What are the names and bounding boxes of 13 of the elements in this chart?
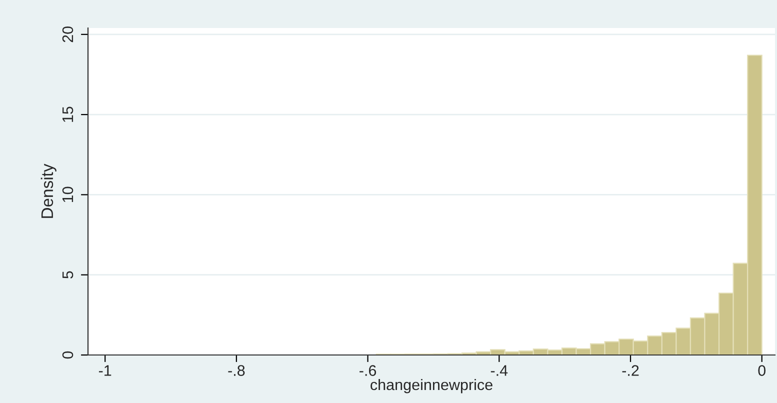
x-tick-label: -.2 [622, 365, 639, 376]
y-tick-label: 20 [62, 26, 74, 42]
x-tick-label: 0 [758, 365, 766, 376]
x-tick-label: -1 [98, 365, 112, 376]
y-axis-title: Density [40, 164, 56, 218]
y-tick-label: 10 [62, 186, 74, 202]
y-tick-label: 0 [62, 351, 74, 359]
y-tick-label: 5 [62, 271, 74, 278]
x-tick-label: -.6 [360, 365, 376, 376]
x-tick-label: -.8 [228, 365, 245, 376]
y-tick-label: 15 [62, 106, 74, 122]
x-tick-label: -.4 [490, 365, 508, 376]
x-axis-title: changeinnewprice [370, 378, 492, 394]
